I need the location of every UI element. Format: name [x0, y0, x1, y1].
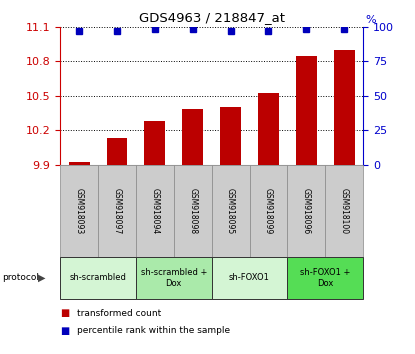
Text: GSM918097: GSM918097	[112, 188, 122, 234]
Text: ▶: ▶	[38, 273, 46, 283]
Bar	[144, 121, 165, 165]
Text: %: %	[365, 15, 376, 25]
Text: ■: ■	[60, 308, 69, 318]
Text: GSM918096: GSM918096	[302, 188, 311, 234]
Title: GDS4963 / 218847_at: GDS4963 / 218847_at	[139, 11, 285, 24]
Text: transformed count: transformed count	[77, 309, 161, 318]
Text: protocol: protocol	[2, 273, 39, 282]
Text: GSM918099: GSM918099	[264, 188, 273, 234]
Text: sh-scrambled: sh-scrambled	[70, 273, 127, 282]
Text: GSM918098: GSM918098	[188, 188, 197, 234]
Text: sh-FOXO1: sh-FOXO1	[229, 273, 270, 282]
Text: GSM918100: GSM918100	[340, 188, 349, 234]
Text: sh-scrambled +
Dox: sh-scrambled + Dox	[141, 268, 207, 287]
Text: GSM918095: GSM918095	[226, 188, 235, 234]
Text: GSM918093: GSM918093	[75, 188, 83, 234]
Bar	[69, 162, 90, 165]
Bar	[334, 50, 354, 165]
Bar	[220, 107, 241, 165]
Text: sh-FOXO1 +
Dox: sh-FOXO1 + Dox	[300, 268, 350, 287]
Bar	[182, 109, 203, 165]
Bar	[258, 93, 279, 165]
Bar	[296, 57, 317, 165]
Text: GSM918094: GSM918094	[150, 188, 159, 234]
Bar	[107, 138, 127, 165]
Text: percentile rank within the sample: percentile rank within the sample	[77, 326, 230, 336]
Text: ■: ■	[60, 326, 69, 336]
